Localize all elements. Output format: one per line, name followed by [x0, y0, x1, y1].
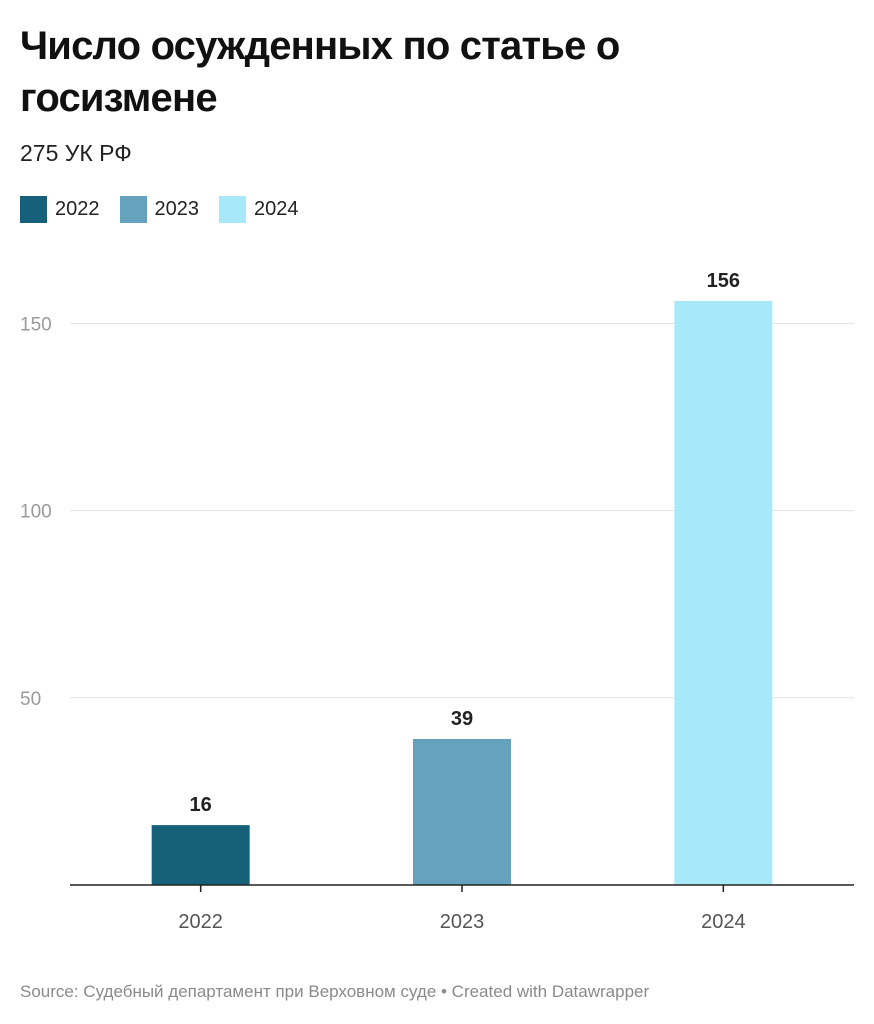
y-tick-label-100: 100: [20, 502, 52, 523]
legend-item-2022: 2022: [20, 196, 100, 223]
data-label-2022: 16: [190, 794, 212, 816]
y-tick-label-50: 50: [20, 689, 41, 710]
chart-title: Число осужденных по статье о госизмене: [20, 24, 620, 120]
x-tick-label-2023: 2023: [440, 911, 485, 933]
chart-subtitle: 275 УК РФ: [20, 140, 132, 166]
y-tick-label-150: 150: [20, 314, 52, 335]
data-label-2024: 156: [707, 270, 740, 292]
data-label-2023: 39: [451, 708, 473, 730]
legend-item-2023: 2023: [119, 196, 200, 223]
legend: 2022 2023 2024: [20, 196, 319, 223]
bar-2024: [674, 300, 773, 885]
legend-swatch-2024: [219, 196, 246, 223]
source-note: Source: Судебный департамент при Верховн…: [20, 982, 650, 1001]
bar-2022: [151, 825, 250, 885]
x-tick-label-2022: 2022: [178, 911, 223, 933]
legend-label-2022: 2022: [55, 198, 100, 220]
legend-swatch-2022: [20, 196, 47, 223]
legend-swatch-2023: [119, 196, 147, 223]
legend-item-2024: 2024: [219, 196, 299, 223]
legend-label-2023: 2023: [154, 198, 200, 220]
bar-2023: [413, 738, 511, 885]
legend-label-2024: 2024: [254, 198, 299, 220]
bar-chart: 50 100 150 16 39 156 2022 2023 2024: [20, 270, 854, 933]
x-tick-label-2024: 2024: [701, 911, 746, 933]
